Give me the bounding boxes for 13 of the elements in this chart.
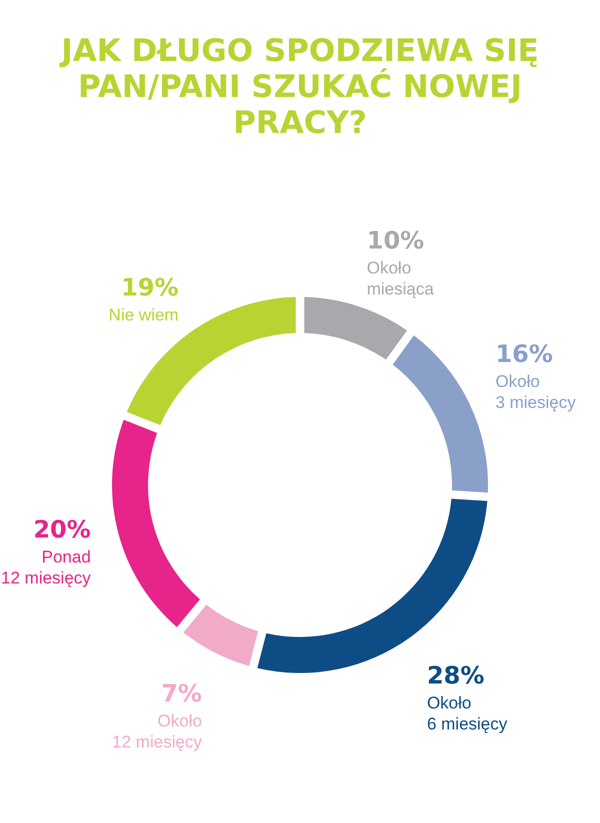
slice-label: Około 12 miesięcy (112, 711, 202, 752)
data-label: 19% (121, 273, 179, 302)
slice-label: Nie wiem (108, 305, 179, 324)
chart-title: JAK DŁUGO SPODZIEWA SIĘ PAN/PANI SZUKAĆ NOWEJ PRACY? (59, 33, 539, 141)
data-label: 16% (495, 340, 553, 368)
slice-label: Około 3 miesięcy (495, 372, 576, 412)
data-label: 28% (426, 662, 484, 690)
data-label: 20% (33, 516, 91, 544)
slice-label: Ponad 12 miesięcy (1, 548, 92, 588)
data-label: 7% (161, 679, 202, 708)
slice-label: Około 6 miesięcy (426, 694, 508, 734)
data-label: 10% (366, 226, 424, 255)
slice-label: Około miesiąca (366, 258, 434, 299)
